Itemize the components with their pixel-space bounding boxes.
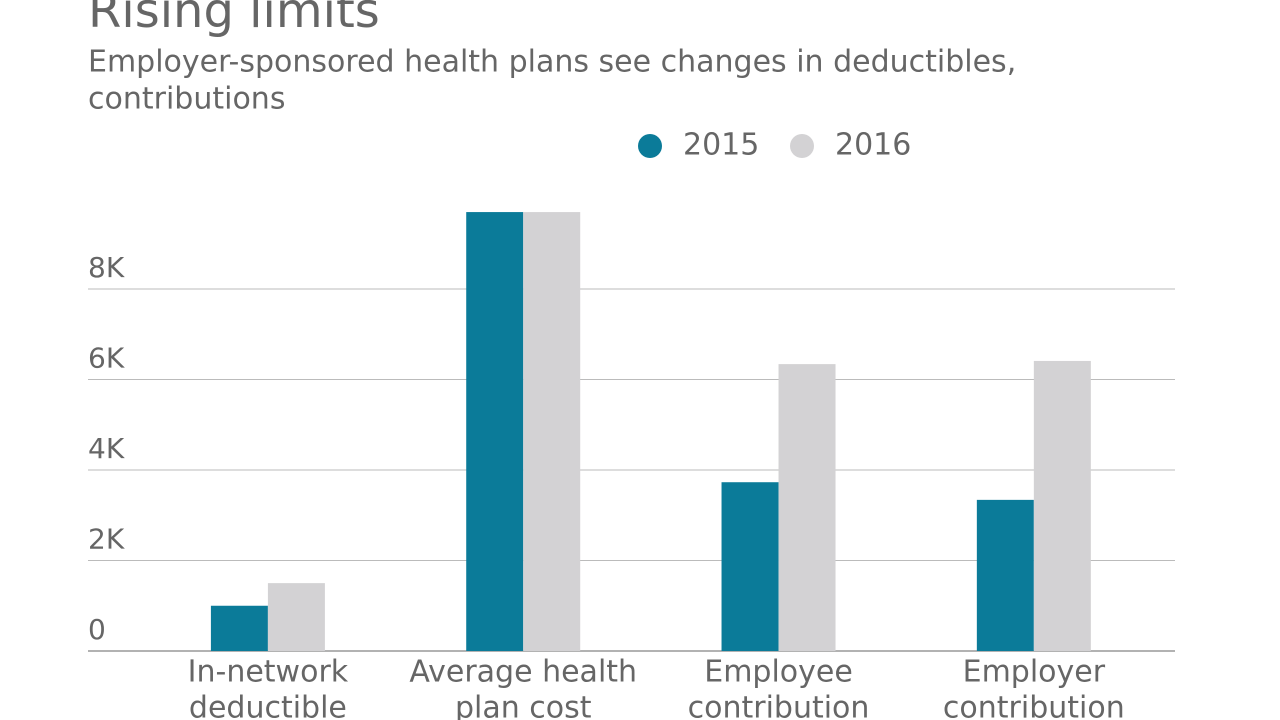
y-tick-label: 8K — [88, 251, 125, 284]
bar — [523, 212, 581, 651]
x-tick-label: plan cost — [455, 691, 592, 720]
legend-marker — [638, 134, 662, 158]
y-tick-label: 6K — [88, 342, 125, 375]
bar — [721, 482, 779, 651]
bar — [466, 212, 524, 651]
x-tick-label: contribution — [943, 691, 1125, 720]
x-tick-label: deductible — [189, 691, 347, 720]
chart-subtitle: contributions — [88, 82, 285, 117]
bar — [976, 499, 1034, 651]
x-tick-label: Employer — [963, 655, 1106, 690]
x-tick-label: Average health — [409, 655, 637, 690]
bar — [210, 605, 268, 651]
bar — [778, 364, 836, 651]
x-tick-label: In-network — [188, 655, 349, 690]
legend-label: 2016 — [835, 128, 911, 163]
bar — [267, 583, 325, 651]
y-tick-label: 0 — [88, 613, 106, 646]
y-tick-label: 4K — [88, 432, 125, 465]
x-tick-label: contribution — [688, 691, 870, 720]
chart-title: Rising limits — [88, 0, 380, 39]
bar — [1033, 360, 1091, 651]
chart-subtitle: Employer-sponsored health plans see chan… — [88, 45, 1016, 80]
x-tick-label: Employee — [704, 655, 853, 690]
legend-label: 2015 — [683, 128, 759, 163]
y-tick-label: 2K — [88, 523, 125, 556]
legend-marker — [790, 134, 814, 158]
